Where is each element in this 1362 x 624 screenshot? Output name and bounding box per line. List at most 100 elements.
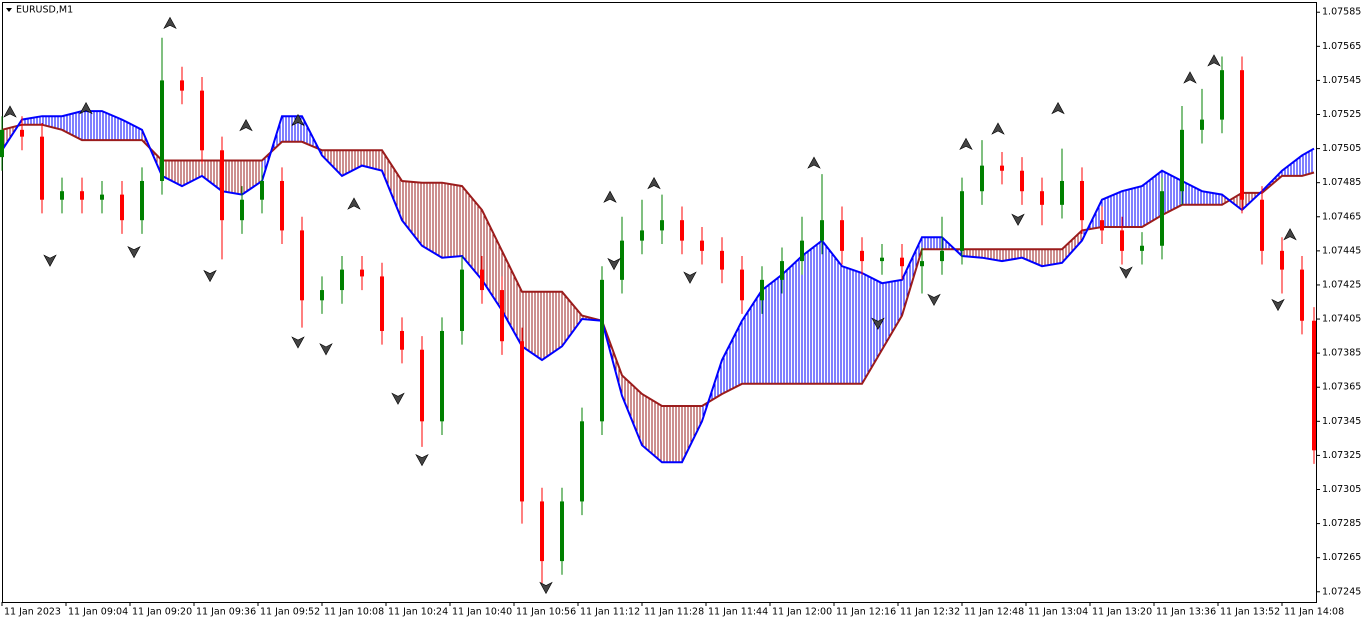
cloud-fill bbox=[1302, 148, 1314, 176]
candle-body bbox=[1180, 129, 1184, 192]
candle-body bbox=[1120, 230, 1124, 251]
fractal-up bbox=[1051, 101, 1065, 115]
y-tick-label: 1.07425 bbox=[1322, 279, 1361, 290]
cloud-fill bbox=[522, 291, 542, 360]
cloud-fill bbox=[82, 111, 102, 141]
x-tick-label: 11 Jan 09:20 bbox=[132, 607, 192, 618]
x-tick-label: 11 Jan 11:44 bbox=[708, 607, 768, 618]
cloud-fill bbox=[42, 116, 62, 130]
y-tick-label: 1.07285 bbox=[1322, 518, 1361, 529]
cloud-fill bbox=[622, 375, 642, 446]
fractal-up bbox=[603, 190, 617, 203]
fractal-down bbox=[871, 317, 885, 330]
candle-body bbox=[880, 257, 884, 262]
candle-body bbox=[1000, 165, 1004, 171]
cloud-fill bbox=[1102, 191, 1122, 227]
fractal-up bbox=[347, 197, 361, 210]
x-tick-label: 11 Jan 12:32 bbox=[900, 607, 960, 618]
plot-frame bbox=[2, 2, 1317, 603]
y-tick-label: 1.07245 bbox=[1322, 586, 1361, 597]
candle-body bbox=[580, 421, 584, 502]
candle-body bbox=[40, 136, 44, 200]
y-tick-label: 1.07545 bbox=[1322, 75, 1361, 86]
x-tick-label: 11 Jan 09:04 bbox=[68, 607, 128, 618]
cloud-fill bbox=[782, 255, 802, 384]
fractal-up bbox=[991, 122, 1005, 135]
candle-body bbox=[600, 279, 604, 422]
cloud-fill bbox=[682, 405, 702, 463]
fractal-down bbox=[319, 343, 333, 356]
cloud-fill bbox=[1182, 180, 1202, 205]
candle-body bbox=[360, 269, 364, 277]
cloud-fill bbox=[562, 291, 582, 347]
candle-body bbox=[860, 250, 864, 262]
y-tick-label: 1.07585 bbox=[1322, 7, 1361, 18]
candle-body bbox=[780, 261, 784, 280]
fractal-down bbox=[391, 392, 405, 405]
x-tick-label: 11 Jan 13:52 bbox=[1220, 607, 1280, 618]
candle-body bbox=[320, 290, 324, 301]
x-tick-label: 11 Jan 13:20 bbox=[1092, 607, 1152, 618]
x-tick-label: 11 Jan 09:52 bbox=[260, 607, 320, 618]
fractal-up bbox=[239, 118, 253, 132]
candle-body bbox=[900, 257, 904, 267]
candle-body bbox=[760, 279, 764, 301]
y-tick-label: 1.07505 bbox=[1322, 143, 1361, 154]
candle-body bbox=[1140, 245, 1144, 251]
fractal-up bbox=[647, 176, 661, 190]
candle-body bbox=[1060, 180, 1064, 205]
x-tick-label: 11 Jan 13:36 bbox=[1156, 607, 1216, 618]
cloud-fill bbox=[862, 273, 882, 384]
cloud-fill bbox=[502, 250, 522, 347]
x-tick-label: 11 Jan 11:12 bbox=[580, 607, 640, 618]
y-tick-label: 1.07325 bbox=[1322, 450, 1361, 461]
fractal-up bbox=[163, 16, 177, 30]
candle-body bbox=[1160, 191, 1164, 246]
candle-body bbox=[620, 240, 624, 280]
candle-body bbox=[220, 150, 224, 221]
y-tick-label: 1.07365 bbox=[1322, 382, 1361, 393]
candle-body bbox=[720, 250, 724, 270]
cloud-fill bbox=[1282, 155, 1302, 176]
chart-title: EURUSD,M1 bbox=[16, 5, 73, 16]
x-tick-label: 11 Jan 11:28 bbox=[644, 607, 704, 618]
cloud-fill bbox=[1142, 170, 1162, 227]
cloud-fill bbox=[442, 182, 462, 258]
y-tick-label: 1.07385 bbox=[1322, 348, 1361, 359]
candle-body bbox=[460, 269, 464, 331]
fractal-down bbox=[203, 269, 217, 283]
cloud-fill bbox=[1122, 186, 1142, 227]
candle-body bbox=[660, 220, 664, 231]
fractal-up bbox=[1207, 54, 1221, 67]
candle-body bbox=[1080, 180, 1084, 221]
cloud-fill bbox=[222, 160, 242, 195]
candle-body bbox=[200, 90, 204, 151]
candle-body bbox=[700, 240, 704, 251]
y-tick-label: 1.07405 bbox=[1322, 314, 1361, 325]
y-tick-label: 1.07445 bbox=[1322, 245, 1361, 256]
cloud-fill bbox=[402, 180, 422, 246]
candle-body bbox=[180, 80, 184, 91]
fractal-down bbox=[607, 257, 621, 271]
fractal-up bbox=[1283, 228, 1297, 241]
cloud-fill bbox=[122, 119, 142, 141]
candle-body bbox=[80, 191, 84, 200]
candle-body bbox=[520, 341, 524, 502]
candle-body bbox=[820, 220, 824, 241]
x-tick-label: 11 Jan 10:24 bbox=[388, 607, 448, 618]
fractal-down bbox=[1011, 213, 1025, 226]
cloud-fill bbox=[162, 160, 182, 187]
candle-body bbox=[400, 330, 404, 350]
x-tick-label: 11 Jan 13:04 bbox=[1028, 607, 1088, 618]
fractal-down bbox=[415, 453, 429, 467]
fractal-down bbox=[1119, 266, 1133, 279]
cloud-fill bbox=[182, 160, 202, 187]
cloud-fill bbox=[922, 237, 942, 250]
cloud-fill bbox=[1162, 170, 1182, 216]
cloud-fill bbox=[422, 182, 442, 258]
fractal-down bbox=[127, 245, 141, 259]
candle-body bbox=[920, 261, 924, 267]
cloud-fill bbox=[22, 116, 42, 125]
cloud-fill bbox=[482, 209, 502, 311]
cloud-fill bbox=[842, 266, 862, 384]
